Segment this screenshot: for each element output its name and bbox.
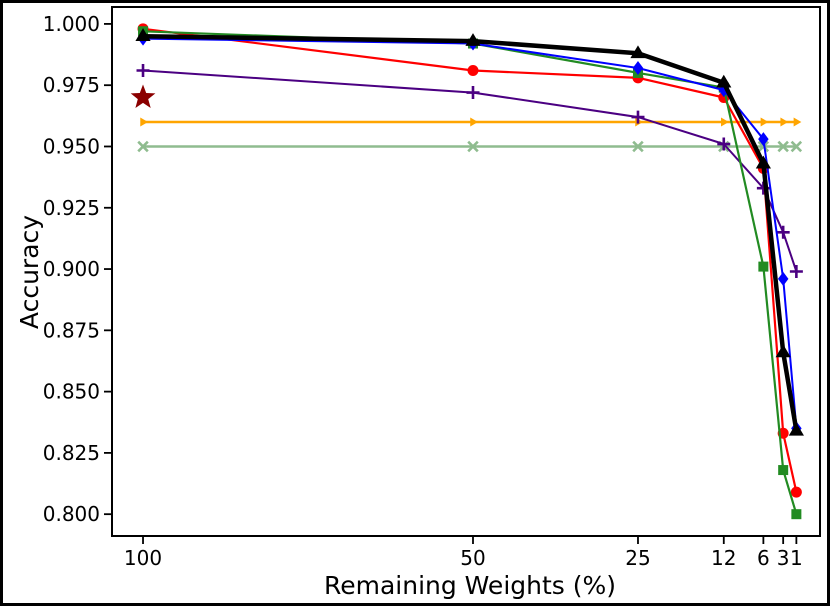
series-marker [136,63,150,77]
series-red-circle-series [137,23,802,498]
y-tick-label: 0.800 [43,502,100,526]
series-marker [137,140,149,153]
y-tick-label: 0.925 [43,196,100,220]
series-marker [757,140,770,153]
x-tick-label: 3 [777,546,790,570]
series-marker [776,225,790,239]
y-tick-label: 0.825 [43,441,100,465]
y-tick-label: 0.850 [43,380,100,404]
series-marker [140,117,149,127]
y-tick-label: 0.975 [43,73,100,97]
x-axis-label: Remaining Weights (%) [324,571,616,600]
series-marker [777,140,789,153]
series-marker [788,422,804,436]
series-seagreen-flat-baseline [137,140,803,153]
series-marker [632,140,644,153]
series-marker [758,261,769,272]
series-marker [466,86,480,100]
x-tick-label: 25 [625,546,650,570]
series-marker [465,33,481,46]
series-marker [135,28,151,41]
series-marker [778,465,789,476]
y-tick-label: 0.950 [43,134,100,158]
series-marker [777,271,789,286]
series-marker [467,140,479,153]
series-marker [717,137,731,151]
y-tick-label: 1.000 [43,12,100,36]
series-marker [758,132,769,147]
series-marker [780,117,789,127]
series-marker [470,117,478,127]
x-tick-label: 6 [757,546,770,570]
series-line [140,33,799,434]
x-tick-label: 12 [711,546,736,570]
y-axis-label: Accuracy [15,215,44,329]
series-marker [789,265,803,278]
series-marker [760,117,769,127]
series-marker [467,64,479,76]
x-tick-label: 50 [460,546,485,570]
series-marker [755,155,771,169]
series-line [142,37,798,430]
series-marker [632,61,644,76]
series-green-square-series [138,26,802,520]
series-purple-plus-series [136,63,803,278]
series-marker [793,117,802,127]
series-orange-flat-baseline [140,117,802,127]
x-tick-label: 100 [124,546,162,570]
dark-red-star-point [130,84,156,108]
series-line [141,27,798,494]
series-marker [790,486,802,498]
series-black-thick-series [135,28,804,436]
plot-area-spines [111,6,821,537]
series-line [141,30,798,516]
series-marker [631,110,645,124]
series-marker [716,74,732,88]
series-marker [630,45,646,59]
y-tick-label: 0.875 [43,318,100,342]
series-marker [790,140,803,153]
x-tick-label: 1 [790,546,803,570]
series-marker [791,509,802,520]
series-line [142,69,798,273]
y-tick-label: 0.900 [43,257,100,281]
series-marker [775,344,791,358]
series-marker [721,117,729,127]
